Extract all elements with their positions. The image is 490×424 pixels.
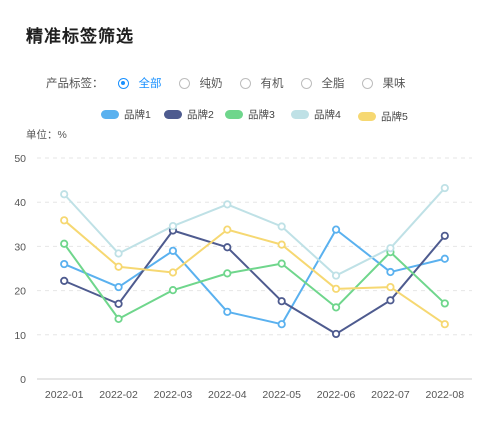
data-point[interactable] [386,296,395,305]
data-point[interactable] [440,254,449,263]
legend-swatch[interactable] [225,110,243,119]
x-tick-label: 2022-04 [208,389,247,401]
y-unit-label: 单位：% [26,128,67,141]
x-tick-label: 2022-08 [426,389,465,401]
data-point[interactable] [60,239,69,248]
data-point[interactable] [386,282,395,292]
series-line [63,219,446,326]
radio-circle-icon [239,77,251,89]
y-tick-label: 0 [20,374,26,386]
series-line [63,243,446,320]
data-point[interactable] [331,303,341,312]
data-point[interactable] [223,269,232,278]
radio-option-pure-milk[interactable]: 纯奶 [178,75,223,91]
data-point[interactable] [60,190,69,199]
y-tick-label: 30 [14,241,26,253]
series-line [63,229,446,335]
data-point[interactable] [168,286,178,295]
y-tick-label: 10 [14,330,26,342]
data-point[interactable] [114,262,123,271]
series-line [63,228,446,326]
legend-swatch[interactable] [164,110,182,119]
data-point[interactable] [331,284,341,293]
data-point[interactable] [277,259,286,268]
data-point[interactable] [223,307,232,316]
data-point[interactable] [223,225,232,234]
data-point[interactable] [223,243,232,252]
legend-label[interactable]: 品牌4 [314,108,341,121]
radio-circle-icon [117,77,129,89]
data-point[interactable] [386,267,395,277]
data-point[interactable] [60,259,69,269]
radio-circle-icon [178,77,190,89]
page-title: 精准标签筛选 [26,27,134,46]
x-tick-label: 2022-05 [262,389,301,401]
x-tick-label: 2022-06 [317,389,356,401]
radio-option-organic[interactable]: 有机 [239,75,284,91]
data-point[interactable] [440,231,449,240]
x-tick-label: 2022-02 [99,389,138,401]
series-line [63,187,446,277]
data-point[interactable] [60,276,69,285]
data-point[interactable] [331,329,341,339]
y-tick-label: 20 [14,286,26,298]
data-point[interactable] [168,268,178,277]
data-point[interactable] [168,221,178,231]
data-point[interactable] [60,216,69,225]
data-point[interactable] [114,282,123,292]
data-point[interactable] [277,222,286,231]
legend-swatch[interactable] [291,110,309,119]
radio-option-whole-fat[interactable]: 全脂 [300,75,345,91]
data-point[interactable] [277,320,286,329]
data-point[interactable] [331,225,341,234]
radio-option-fruit-flavor[interactable]: 果味 [361,75,406,91]
data-point[interactable] [386,244,395,253]
y-tick-label: 50 [14,153,26,165]
radio-circle-icon [300,77,312,89]
radio-label: 纯奶 [199,78,223,90]
data-point[interactable] [114,299,123,308]
data-point[interactable] [277,240,286,249]
x-tick-label: 2022-03 [154,389,193,401]
data-point[interactable] [331,271,341,280]
radio-circle-icon [361,77,373,89]
data-point[interactable] [440,299,449,308]
data-point[interactable] [440,183,449,193]
filter-label: 产品标签： [46,78,104,90]
radio-label: 有机 [260,78,284,90]
data-point[interactable] [114,314,123,323]
legend-label[interactable]: 品牌3 [248,108,275,121]
legend-label[interactable]: 品牌2 [187,108,214,121]
x-tick-label: 2022-01 [45,389,84,401]
x-tick-label: 2022-07 [371,389,410,401]
data-point[interactable] [114,249,123,258]
legend-swatch[interactable] [358,112,376,121]
product-tag-filter: 产品标签： 全部 纯奶 有机 全脂 果味 [46,75,423,91]
legend-label[interactable]: 品牌1 [124,108,151,121]
radio-label: 全部 [138,78,162,90]
data-point[interactable] [440,320,449,329]
radio-label: 果味 [382,78,406,90]
legend-label[interactable]: 品牌5 [381,110,408,123]
y-tick-label: 40 [14,197,26,209]
radio-option-all[interactable]: 全部 [117,75,162,91]
radio-label: 全脂 [321,78,345,90]
legend-swatch[interactable] [101,110,119,119]
data-point[interactable] [168,246,178,255]
data-point[interactable] [277,297,286,306]
data-point[interactable] [223,200,232,209]
